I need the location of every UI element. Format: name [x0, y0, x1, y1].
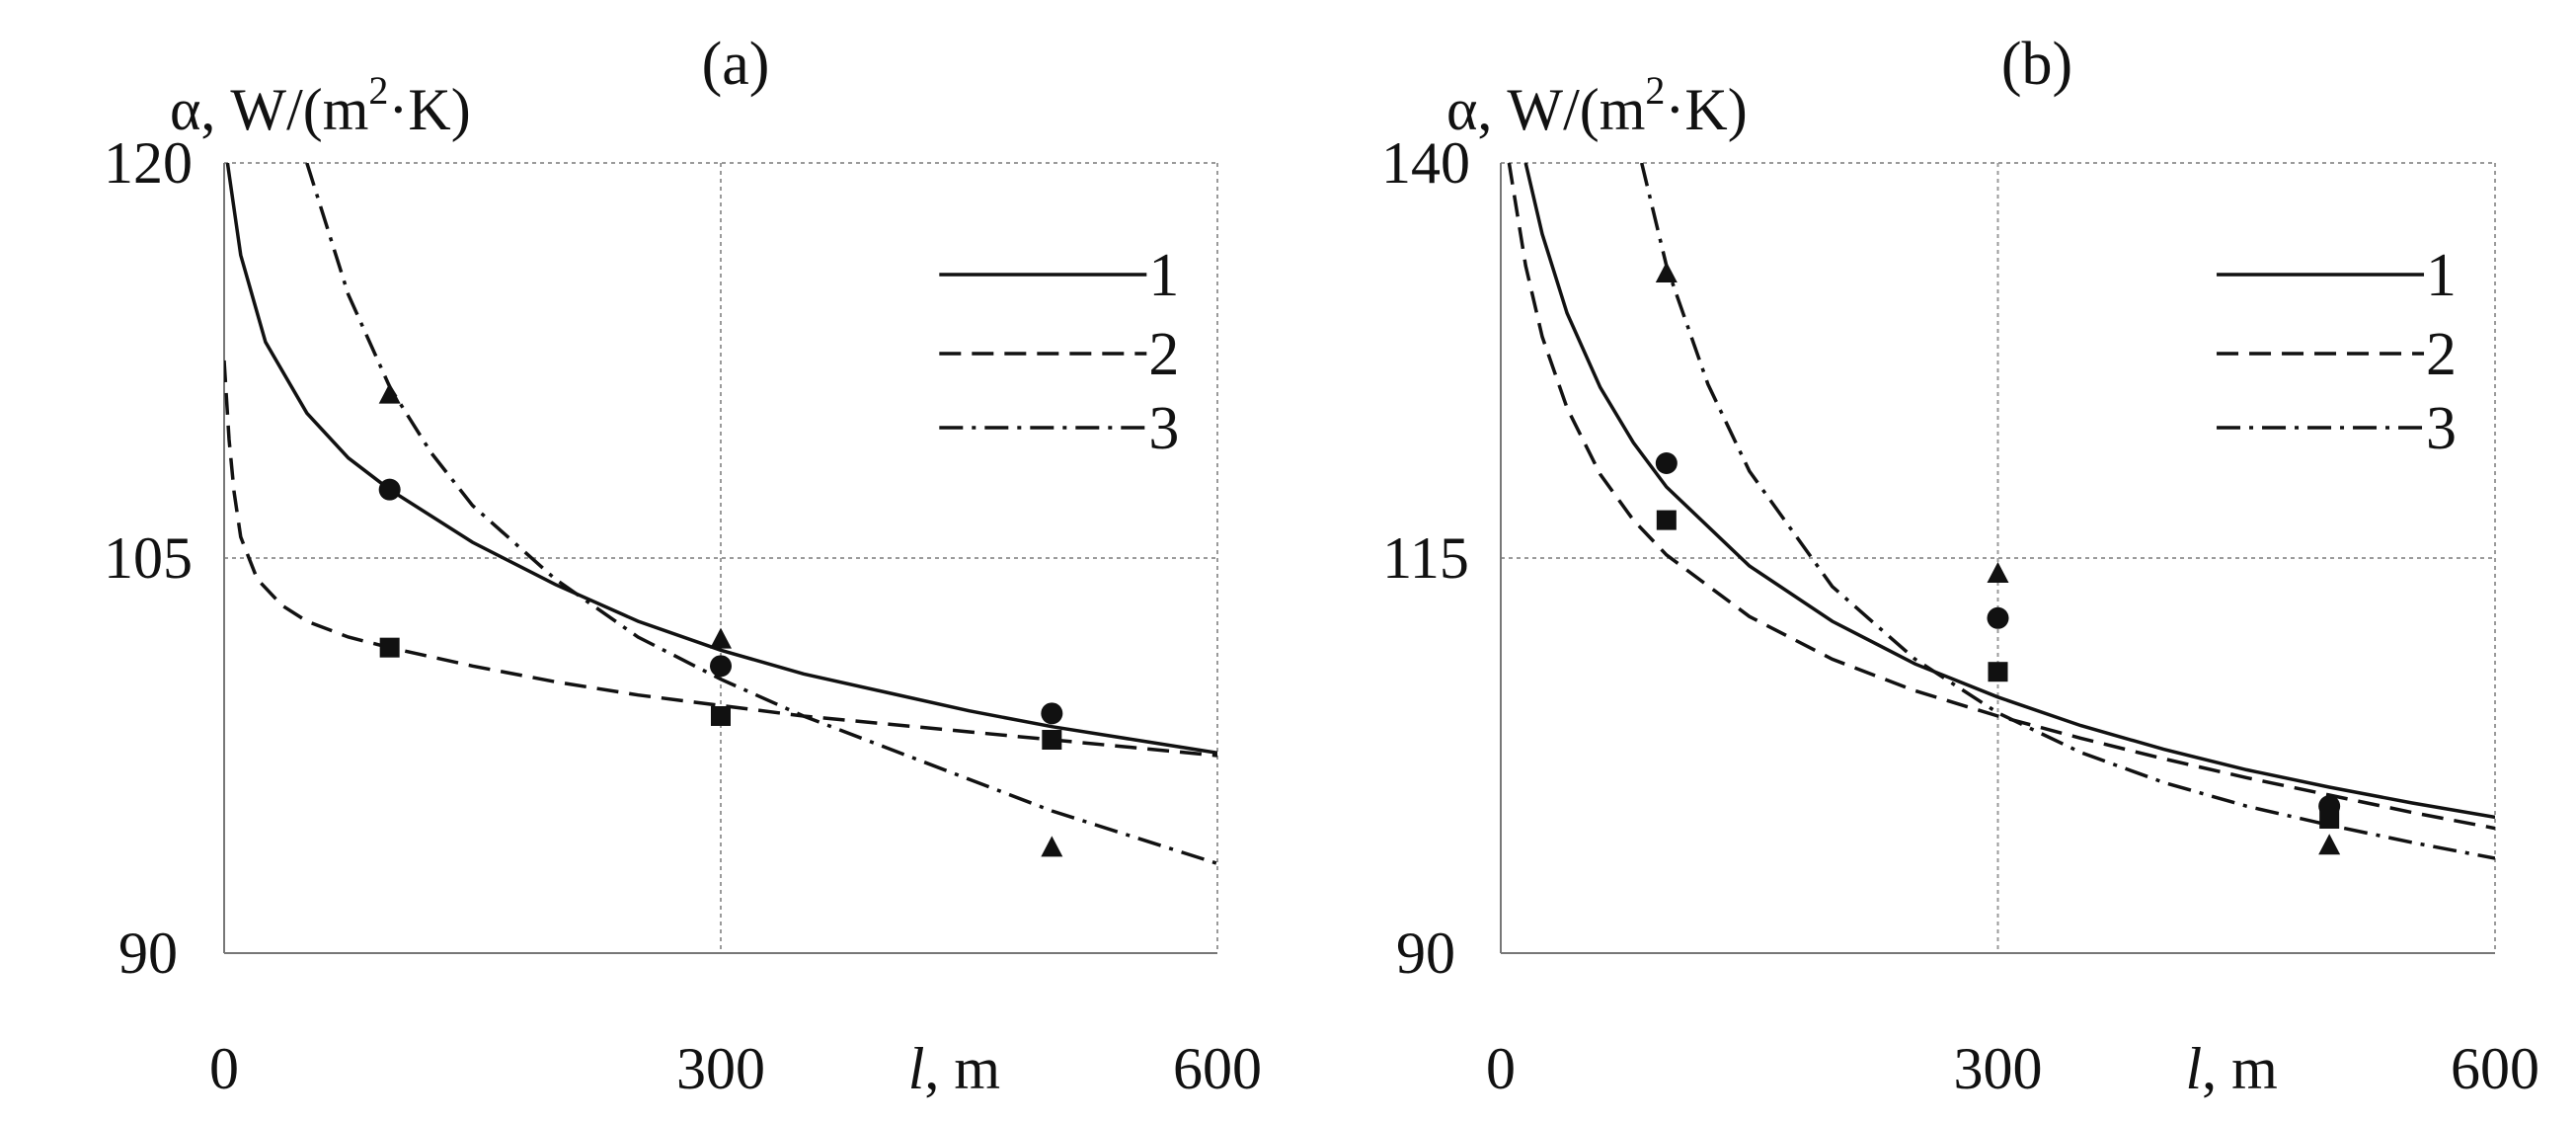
series-2-line	[224, 360, 1217, 758]
x-axis-label-var: l	[2185, 1036, 2202, 1101]
y-tick-label: 115	[1382, 525, 1469, 591]
series-1-point	[1655, 452, 1678, 474]
legend-label-2: 2	[2426, 321, 2457, 388]
series-3-point	[2318, 834, 2341, 855]
legend-label-3: 3	[1148, 395, 1179, 462]
series-1-point	[378, 478, 401, 501]
legend-label-1: 1	[2426, 242, 2457, 309]
y-axis-label-exponent: 2	[368, 68, 388, 113]
y-axis-label-main: α, W/(m	[1446, 77, 1645, 142]
series-2-line	[1507, 163, 2495, 831]
legend-label-3: 3	[2426, 395, 2457, 462]
y-axis-label: α, W/(m2·K)	[170, 68, 471, 142]
panel-label: (b)	[2001, 31, 2072, 98]
y-tick-label: 90	[1396, 921, 1455, 986]
panel-label: (a)	[702, 31, 770, 98]
legend-label-2: 2	[1148, 321, 1179, 388]
curves	[1507, 163, 2495, 860]
y-tick-label: 105	[104, 525, 193, 591]
x-axis-label: l, m	[908, 1036, 1000, 1101]
series-1-line	[1523, 163, 2495, 820]
curves	[224, 163, 1217, 865]
series-3-line	[305, 163, 1217, 865]
series-3-point	[710, 627, 732, 649]
y-axis-label-unit: ·K)	[388, 77, 470, 142]
legend-label-1: 1	[1148, 242, 1179, 309]
series-2-point	[1042, 730, 1062, 750]
series-2-point	[1988, 662, 2008, 682]
x-tick-label: 600	[1173, 1036, 1262, 1101]
series-2-point	[379, 637, 400, 658]
series-3-line	[1639, 163, 2495, 860]
x-tick-label: 0	[1486, 1036, 1516, 1101]
series-3-point	[1987, 562, 2009, 583]
series-2-point	[711, 706, 731, 726]
x-axis-label-unit: , m	[2202, 1036, 2278, 1101]
x-tick-label: 600	[2451, 1036, 2539, 1101]
series-3-point	[1655, 262, 1678, 282]
y-axis-label: α, W/(m2·K)	[1446, 68, 1748, 142]
x-tick-label: 0	[209, 1036, 239, 1101]
series-1-point	[710, 655, 732, 678]
x-axis-label: l, m	[2185, 1036, 2277, 1101]
y-axis-label-exponent: 2	[1645, 68, 1665, 113]
y-tick-label: 140	[1381, 130, 1470, 196]
y-axis-label-unit: ·K)	[1665, 77, 1747, 142]
series-3-point	[378, 382, 401, 404]
x-axis-label-var: l	[908, 1036, 925, 1101]
y-tick-label: 120	[104, 130, 193, 196]
series-1-point	[1987, 606, 2009, 629]
x-axis-label-unit: , m	[924, 1036, 1000, 1101]
series-1-point	[1041, 702, 1063, 725]
series-3-point	[1041, 836, 1063, 857]
series-2-point	[1656, 510, 1677, 530]
x-tick-label: 300	[1954, 1036, 2043, 1101]
y-tick-label: 90	[118, 921, 178, 986]
series-2-point	[2319, 809, 2340, 829]
series-1-line	[225, 163, 1217, 756]
y-axis-label-main: α, W/(m	[170, 77, 368, 142]
x-tick-label: 300	[676, 1036, 765, 1101]
